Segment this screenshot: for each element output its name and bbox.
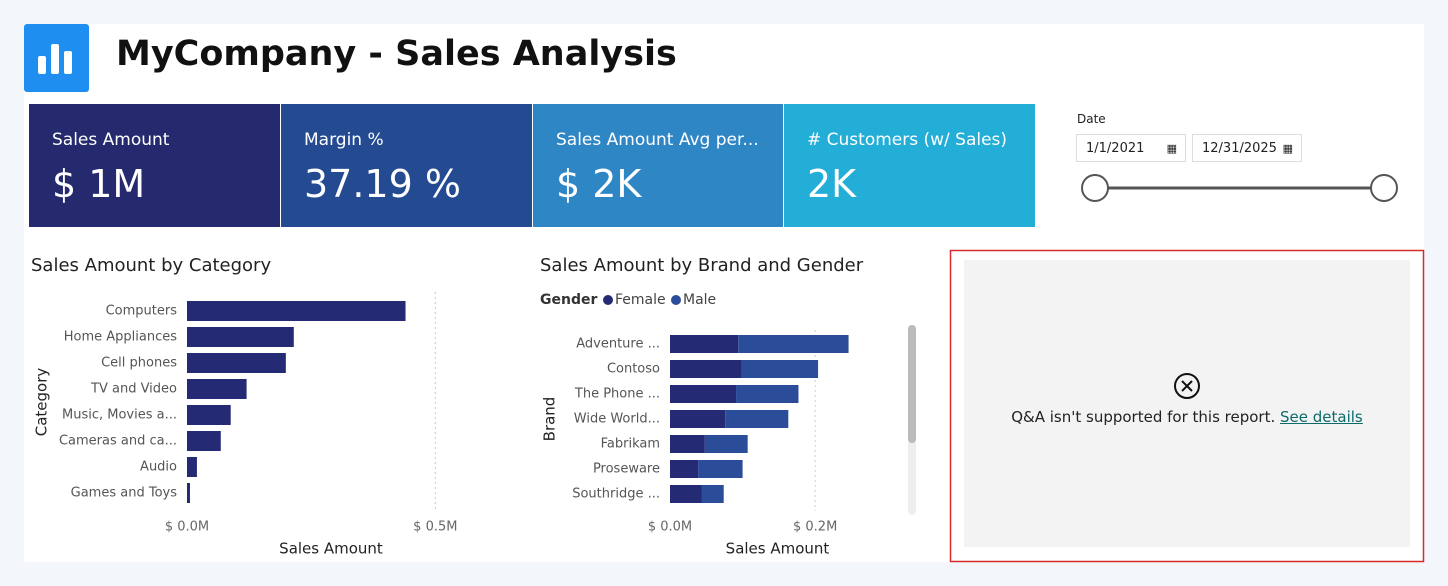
y-tick-label: Contoso [607, 362, 660, 377]
end-date-text: 12/31/2025 [1202, 141, 1277, 156]
y-tick-label: Cell phones [101, 356, 177, 371]
kpi-value: 2K [807, 162, 857, 206]
y-tick-label: Games and Toys [71, 486, 178, 501]
kpi-value: 37.19 % [304, 162, 461, 206]
legend-dot [671, 295, 681, 305]
y-tick-label: TV and Video [90, 382, 177, 397]
bar-segment [725, 410, 789, 428]
y-tick-label: Computers [106, 304, 178, 319]
bar [187, 405, 231, 425]
bar-segment [698, 460, 743, 478]
y-axis-label: Brand [541, 397, 559, 442]
x-tick-label: $ 0.5M [413, 520, 457, 535]
kpi-label: Sales Amount [52, 130, 170, 150]
y-tick-label: Proseware [593, 462, 660, 477]
qa-text: Q&A isn't supported for this report. [1011, 408, 1276, 426]
y-tick-label: Adventure ... [576, 337, 660, 352]
bar-segment [670, 410, 726, 428]
kpi-card: Sales Amount $ 1M [29, 104, 280, 227]
y-axis-label: Category [33, 368, 51, 437]
kpi-value: $ 2K [556, 162, 642, 206]
bar [187, 379, 247, 399]
bar-segment [670, 335, 739, 353]
x-tick-label: $ 0.0M [165, 520, 209, 535]
bar [187, 431, 221, 451]
chart-title: Sales Amount by Brand and Gender [540, 255, 864, 276]
y-tick-label: Wide World... [574, 412, 660, 427]
kpi-card: Sales Amount Avg per... $ 2K [533, 104, 783, 227]
bar-segment [738, 335, 849, 353]
bar-segment [701, 485, 724, 503]
legend-label: Female [615, 292, 666, 308]
kpi-card: Margin % 37.19 % [281, 104, 532, 227]
qa-message: Q&A isn't supported for this report. See… [964, 408, 1410, 426]
see-details-link[interactable]: See details [1280, 408, 1363, 426]
error-icon [1174, 373, 1200, 399]
y-tick-label: Fabrikam [601, 437, 660, 452]
bar-segment [736, 385, 799, 403]
bar-segment [741, 360, 819, 378]
kpi-label: # Customers (w/ Sales) [807, 130, 1008, 150]
x-axis-label: Sales Amount [279, 540, 383, 558]
range-handle[interactable] [1370, 174, 1398, 202]
kpi-card: # Customers (w/ Sales) 2K [784, 104, 1035, 227]
bar-segment [670, 360, 742, 378]
bar-segment [670, 460, 699, 478]
logo [24, 24, 89, 92]
bar [187, 301, 406, 321]
bar-segment [670, 435, 705, 453]
start-date[interactable]: 1/1/2021 ▦ [1076, 134, 1186, 162]
legend-dot [603, 295, 613, 305]
y-tick-label: Music, Movies a... [62, 408, 177, 423]
x-tick-label: $ 0.2M [793, 520, 837, 535]
x-tick-label: $ 0.0M [648, 520, 692, 535]
slicer-title: Date [1077, 112, 1106, 126]
bar-segment [670, 485, 702, 503]
kpi-value: $ 1M [52, 162, 146, 206]
chart-title: Sales Amount by Category [31, 255, 271, 276]
report-title: MyCompany - Sales Analysis [116, 34, 677, 74]
bar-segment [670, 385, 737, 403]
bar-segment [704, 435, 748, 453]
bar [187, 483, 190, 503]
bar [187, 457, 197, 477]
bar [187, 353, 286, 373]
y-tick-label: Home Appliances [64, 330, 177, 345]
legend-label: Male [683, 292, 716, 308]
y-tick-label: Audio [140, 460, 177, 475]
end-date[interactable]: 12/31/2025 ▦ [1192, 134, 1302, 162]
x-axis-label: Sales Amount [726, 540, 830, 558]
start-date-text: 1/1/2021 [1086, 141, 1145, 156]
bar [187, 327, 294, 347]
y-tick-label: The Phone ... [574, 387, 660, 402]
y-tick-label: Cameras and ca... [59, 434, 177, 449]
scroll-thumb[interactable] [908, 325, 916, 443]
qa-panel [964, 260, 1410, 547]
range-handle[interactable] [1081, 174, 1109, 202]
kpi-label: Margin % [304, 130, 384, 150]
y-tick-label: Southridge ... [572, 487, 660, 502]
legend-title: Gender [540, 292, 597, 308]
kpi-label: Sales Amount Avg per... [556, 130, 759, 150]
